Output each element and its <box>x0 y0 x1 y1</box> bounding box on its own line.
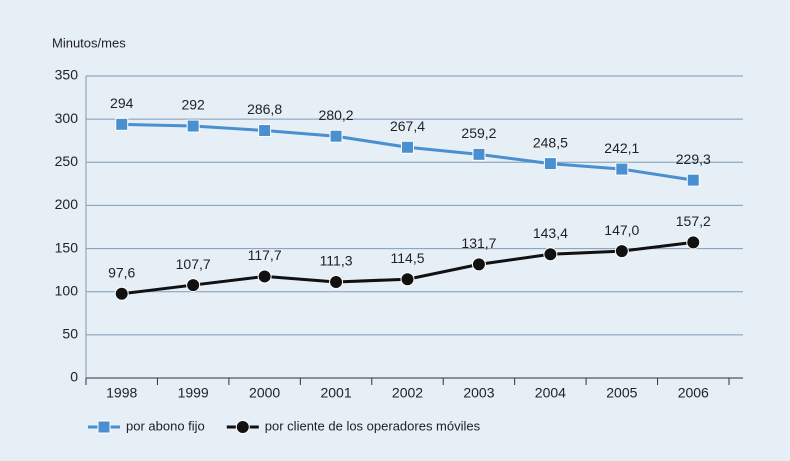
data-point <box>114 286 129 301</box>
data-point <box>543 157 557 171</box>
y-tick-label: 350 <box>55 67 79 83</box>
data-label: 286,8 <box>247 101 282 117</box>
y-tick-label: 100 <box>55 282 79 298</box>
data-label: 242,1 <box>604 140 639 156</box>
y-tick-label: 0 <box>70 369 78 385</box>
data-label: 147,0 <box>604 222 639 238</box>
data-label: 280,2 <box>319 107 354 123</box>
data-point <box>400 272 415 287</box>
x-tick-label: 2000 <box>249 385 280 401</box>
data-point <box>401 140 414 154</box>
data-label: 143,4 <box>533 225 568 241</box>
x-tick-label: 2005 <box>606 385 637 401</box>
data-label: 248,5 <box>533 134 568 150</box>
data-label: 111,3 <box>320 253 353 269</box>
y-tick-label: 300 <box>55 110 79 126</box>
legend-label: por cliente de los operadores móviles <box>265 418 481 433</box>
x-tick-label: 2004 <box>535 385 566 401</box>
x-tick-label: 2002 <box>392 385 423 401</box>
data-point <box>258 124 272 138</box>
x-tick-label: 1999 <box>178 385 209 401</box>
data-label: 117,7 <box>248 247 282 263</box>
x-tick-label: 2003 <box>463 385 494 401</box>
data-label: 229,3 <box>676 151 711 167</box>
data-label: 259,2 <box>461 125 496 141</box>
y-tick-label: 250 <box>55 153 79 169</box>
y-tick-label: 50 <box>62 326 78 342</box>
data-label: 294 <box>110 95 134 111</box>
data-point <box>329 129 343 143</box>
data-point <box>614 244 629 259</box>
x-tick-label: 1998 <box>106 385 137 401</box>
data-label: 292 <box>181 97 205 113</box>
legend-marker <box>97 420 111 434</box>
data-point <box>471 257 486 272</box>
data-label: 157,2 <box>676 213 711 229</box>
data-point <box>329 274 344 289</box>
data-label: 131,7 <box>461 235 496 251</box>
data-point <box>472 147 486 161</box>
data-label: 107,7 <box>176 256 211 272</box>
x-tick-label: 2006 <box>678 385 709 401</box>
data-label: 97,6 <box>108 264 135 280</box>
y-tick-label: 200 <box>55 196 79 212</box>
data-point <box>115 117 129 131</box>
data-label: 114,5 <box>391 250 425 266</box>
data-point <box>686 173 700 187</box>
data-point <box>543 247 558 262</box>
data-point <box>186 278 201 293</box>
y-axis-label: Minutos/mes <box>52 35 126 50</box>
x-tick-label: 2001 <box>320 385 351 401</box>
y-tick-label: 150 <box>55 239 79 255</box>
legend-marker <box>235 420 250 434</box>
data-point <box>186 119 200 133</box>
legend-label: por abono fijo <box>126 418 205 433</box>
data-point <box>686 235 701 250</box>
data-point <box>615 162 629 176</box>
data-point <box>257 269 272 284</box>
data-label: 267,4 <box>390 118 425 134</box>
